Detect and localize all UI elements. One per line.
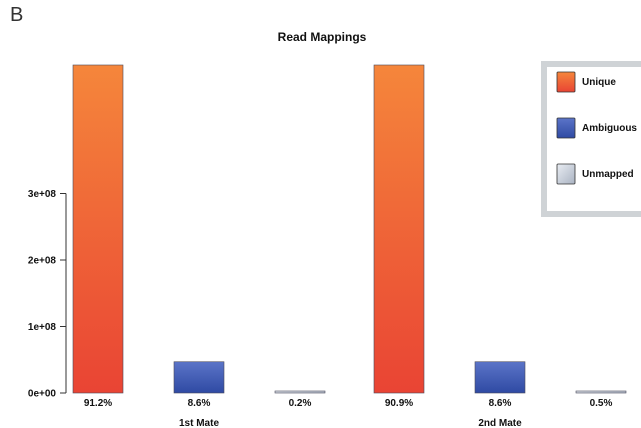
- legend-swatch-unmapped: [556, 163, 576, 185]
- legend: Unique Ambiguous Unmapped: [541, 61, 641, 217]
- bar-percent-label: 8.6%: [489, 398, 512, 409]
- bar-percent-label: 8.6%: [188, 398, 211, 409]
- y-axis: 0e+00 1e+08 2e+08 3e+08: [28, 189, 67, 400]
- bar-unmapped: [575, 390, 627, 394]
- bar-labels: 91.2% 8.6% 0.2% 90.9% 8.6% 0.5%: [84, 398, 613, 409]
- legend-label: Unmapped: [582, 169, 634, 180]
- group-labels: 1st Mate 2nd Mate: [179, 418, 522, 428]
- y-tick-label: 1e+08: [28, 322, 57, 333]
- legend-label: Unique: [582, 77, 616, 88]
- bar-ambiguous: [474, 361, 526, 394]
- bar-unique: [373, 64, 425, 394]
- group-label: 2nd Mate: [478, 418, 522, 428]
- chart-title: Read Mappings: [278, 30, 367, 44]
- legend-label: Ambiguous: [582, 123, 637, 134]
- y-tick-label: 3e+08: [28, 189, 57, 200]
- y-tick-label: 2e+08: [28, 256, 57, 267]
- bar-unmapped: [274, 390, 326, 394]
- legend-swatch-ambiguous: [556, 117, 576, 139]
- group-label: 1st Mate: [179, 418, 219, 428]
- bar-unique: [72, 64, 124, 394]
- y-tick-label: 0e+00: [28, 389, 57, 400]
- bar-percent-label: 91.2%: [84, 398, 112, 409]
- bar-percent-label: 90.9%: [385, 398, 413, 409]
- bar-percent-label: 0.5%: [590, 398, 613, 409]
- bar-percent-label: 0.2%: [289, 398, 312, 409]
- panel-letter: B: [10, 4, 24, 26]
- legend-swatch-unique: [556, 71, 576, 93]
- bars: [72, 64, 627, 394]
- bar-ambiguous: [173, 361, 225, 394]
